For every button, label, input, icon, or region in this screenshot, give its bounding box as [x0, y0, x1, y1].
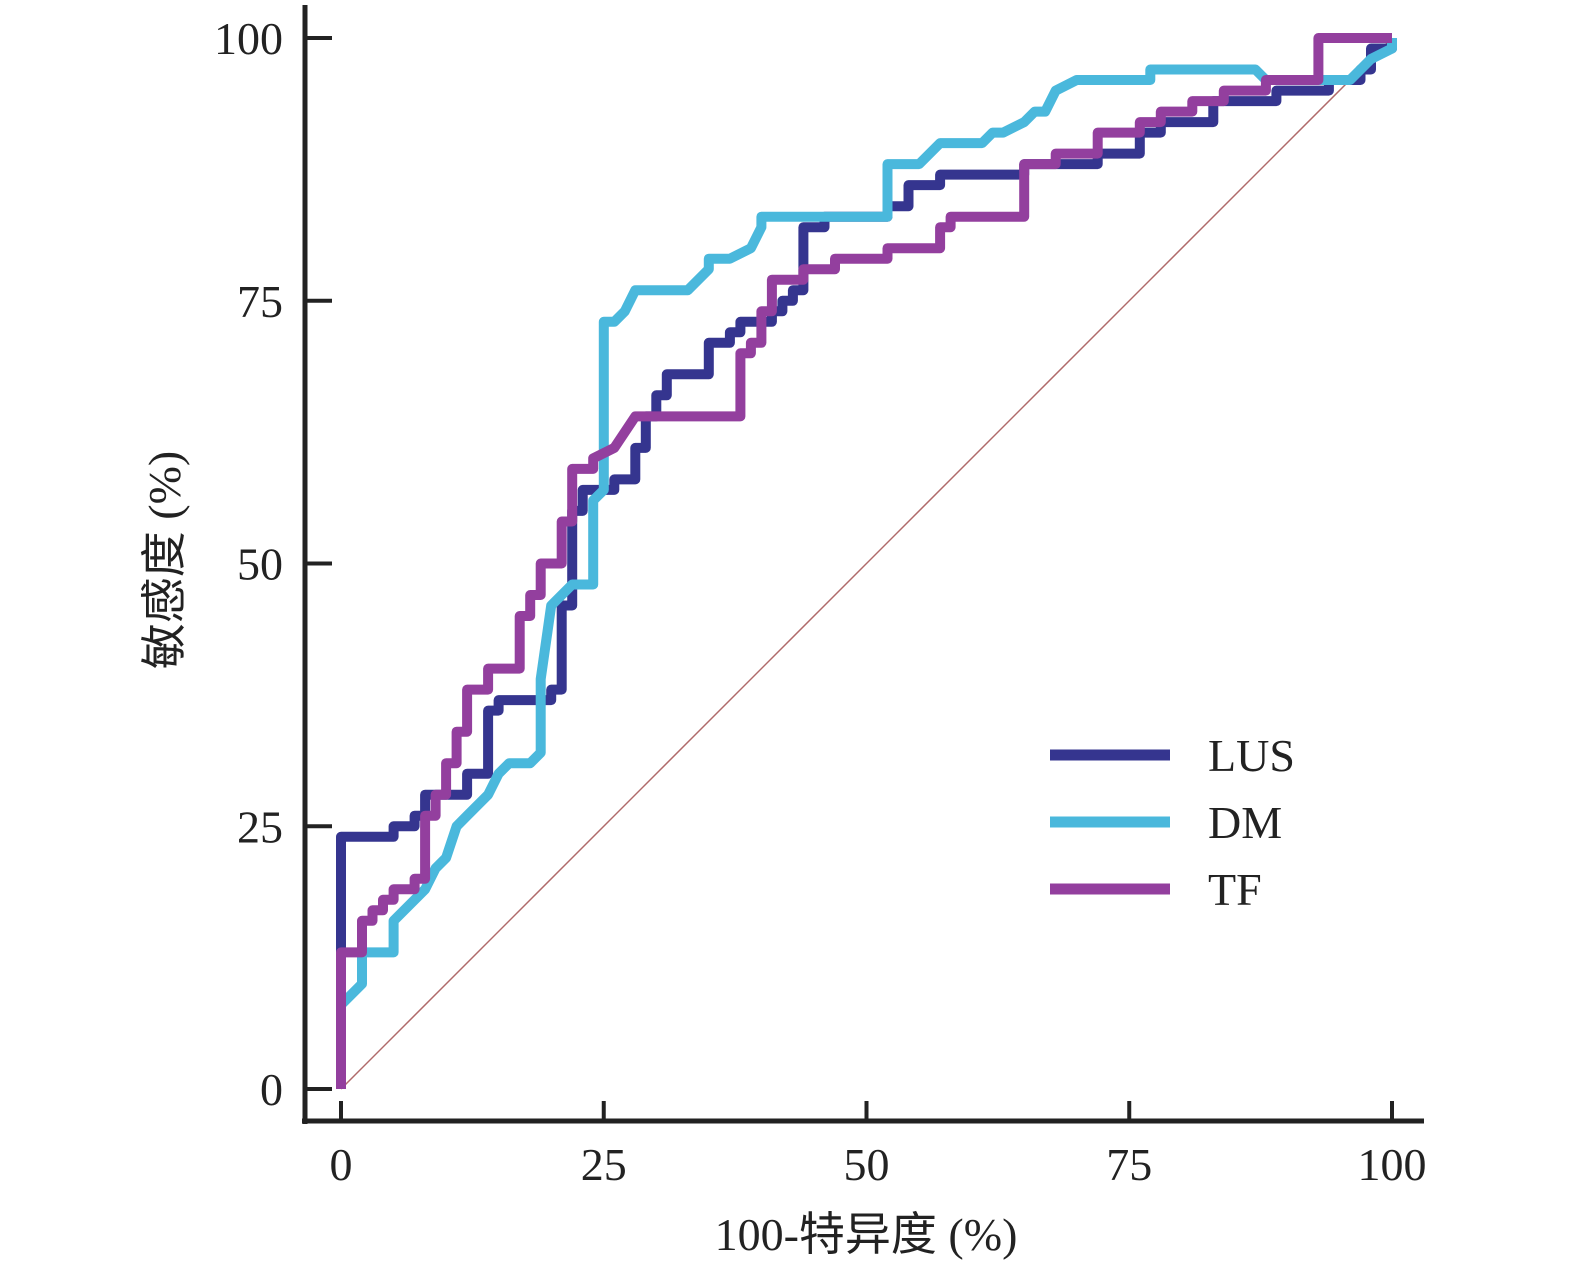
series-line-tf — [336, 33, 1392, 1089]
legend-label-dm: DM — [1208, 797, 1282, 848]
x-tick-label: 0 — [330, 1139, 353, 1190]
series-line-dm — [336, 38, 1397, 1089]
legend-label-tf: TF — [1208, 864, 1262, 915]
y-tick-label: 0 — [260, 1064, 283, 1115]
y-axis-label: 敏感度 (%) — [139, 451, 190, 669]
legend-label-lus: LUS — [1208, 730, 1295, 781]
x-tick-label: 25 — [581, 1139, 627, 1190]
reference-line — [340, 37, 1393, 1090]
x-tick-label: 75 — [1106, 1139, 1152, 1190]
y-tick-label: 25 — [237, 801, 283, 852]
x-axis-label: 100-特异度 (%) — [715, 1209, 1018, 1260]
y-tick-label: 50 — [237, 539, 283, 590]
series-line-lus — [336, 38, 1397, 1089]
x-tick-label: 100 — [1358, 1139, 1427, 1190]
y-tick-label: 100 — [214, 13, 283, 64]
x-tick-label: 50 — [844, 1139, 890, 1190]
y-tick-label: 75 — [237, 276, 283, 327]
legend: LUS DM TF — [1050, 730, 1295, 915]
